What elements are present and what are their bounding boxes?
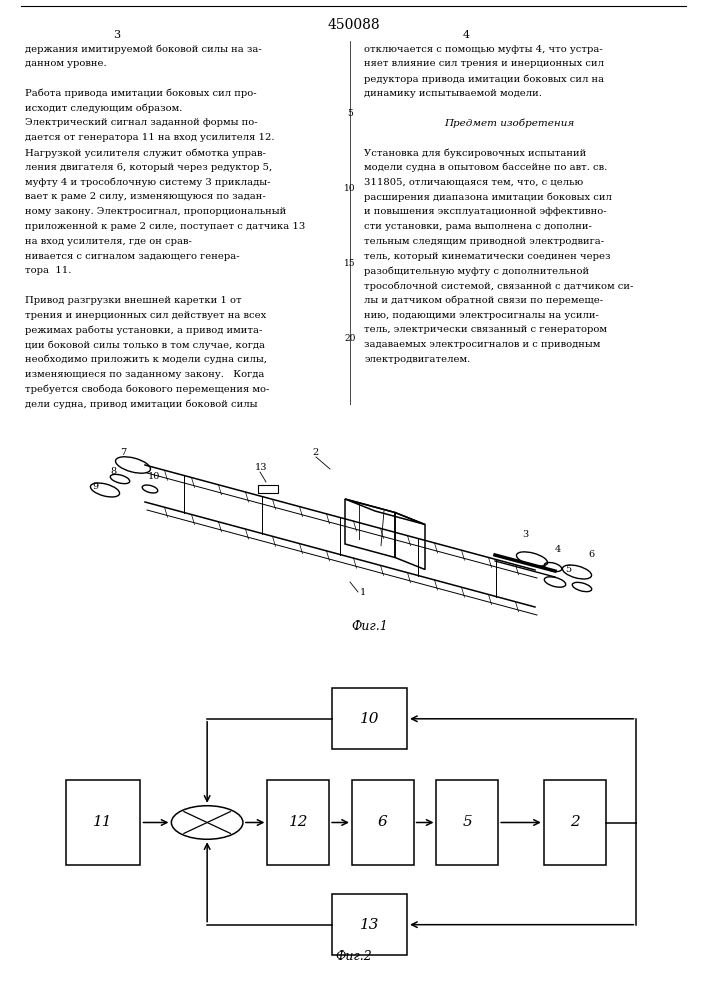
Text: 13: 13 <box>255 463 267 472</box>
Text: 3: 3 <box>113 30 120 40</box>
Text: вает к раме 2 силу, изменяющуюся по задан-: вает к раме 2 силу, изменяющуюся по зада… <box>25 192 267 201</box>
Text: 13: 13 <box>360 918 380 932</box>
Text: данном уровне.: данном уровне. <box>25 59 107 68</box>
Bar <box>267 780 329 865</box>
Bar <box>332 894 407 955</box>
Text: 7: 7 <box>120 448 127 457</box>
Text: 15: 15 <box>344 259 356 268</box>
Text: тора  11.: тора 11. <box>25 266 72 275</box>
Text: требуется свобода бокового перемещения мо-: требуется свобода бокового перемещения м… <box>25 385 270 394</box>
Text: расширения диапазона имитации боковых сил: расширения диапазона имитации боковых си… <box>364 192 612 202</box>
Text: 5: 5 <box>347 109 353 118</box>
Text: 5: 5 <box>462 816 472 830</box>
Text: задаваемых электросигналов и с приводным: задаваемых электросигналов и с приводным <box>364 340 600 349</box>
Text: приложенной к раме 2 силе, поступает с датчика 13: приложенной к раме 2 силе, поступает с д… <box>25 222 305 231</box>
Text: исходит следующим образом.: исходит следующим образом. <box>25 104 183 113</box>
Text: Фиг.2: Фиг.2 <box>335 950 372 963</box>
Text: 6: 6 <box>588 550 594 559</box>
Text: нивается с сигналом задающего генера-: нивается с сигналом задающего генера- <box>25 252 240 261</box>
Text: Предмет изобретения: Предмет изобретения <box>444 118 574 128</box>
Text: отключается с помощью муфты 4, что устра-: отключается с помощью муфты 4, что устра… <box>364 45 603 54</box>
Text: 10: 10 <box>148 472 160 481</box>
Text: 6: 6 <box>378 816 387 830</box>
Text: редуктора привода имитации боковых сил на: редуктора привода имитации боковых сил н… <box>364 74 604 84</box>
Text: на вход усилителя, где он срав-: на вход усилителя, где он срав- <box>25 237 192 246</box>
Bar <box>66 780 141 865</box>
Text: 12: 12 <box>288 816 308 830</box>
Text: нию, подающими электросигналы на усили-: нию, подающими электросигналы на усили- <box>364 311 599 320</box>
Text: и повышения эксплуатационной эффективно-: и повышения эксплуатационной эффективно- <box>364 207 607 216</box>
Text: 20: 20 <box>344 334 356 343</box>
Text: муфту 4 и трособлочную систему 3 приклады-: муфту 4 и трособлочную систему 3 приклад… <box>25 178 271 187</box>
Text: 311805, отличающаяся тем, что, с целью: 311805, отличающаяся тем, что, с целью <box>364 178 583 187</box>
Text: 3: 3 <box>522 530 528 539</box>
Text: 2: 2 <box>312 448 318 457</box>
Bar <box>436 780 498 865</box>
Text: 10: 10 <box>344 184 356 193</box>
Text: изменяющиеся по заданному закону.   Когда: изменяющиеся по заданному закону. Когда <box>25 370 265 379</box>
Text: Привод разгрузки внешней каретки 1 от: Привод разгрузки внешней каретки 1 от <box>25 296 242 305</box>
Text: 8: 8 <box>110 467 116 476</box>
Text: держания имитируемой боковой силы на за-: держания имитируемой боковой силы на за- <box>25 45 262 54</box>
Text: тельным следящим приводной электродвига-: тельным следящим приводной электродвига- <box>364 237 604 246</box>
Text: лы и датчиком обратной связи по перемеще-: лы и датчиком обратной связи по перемеще… <box>364 296 603 305</box>
Text: ному закону. Электросигнал, пропорциональный: ному закону. Электросигнал, пропорционал… <box>25 207 287 216</box>
Text: динамику испытываемой модели.: динамику испытываемой модели. <box>364 89 542 98</box>
Text: дели судна, привод имитации боковой силы: дели судна, привод имитации боковой силы <box>25 399 258 409</box>
Text: Установка для буксировочных испытаний: Установка для буксировочных испытаний <box>364 148 586 158</box>
Text: разобщительную муфту с дополнительной: разобщительную муфту с дополнительной <box>364 266 589 276</box>
Text: Работа привода имитации боковых сил про-: Работа привода имитации боковых сил про- <box>25 89 257 98</box>
Text: ции боковой силы только в том случае, когда: ции боковой силы только в том случае, ко… <box>25 340 265 350</box>
Bar <box>258 485 278 493</box>
Text: Электрический сигнал заданной формы по-: Электрический сигнал заданной формы по- <box>25 118 258 127</box>
Text: необходимо приложить к модели судна силы,: необходимо приложить к модели судна силы… <box>25 355 267 364</box>
Text: ления двигателя 6, который через редуктор 5,: ления двигателя 6, который через редукто… <box>25 163 273 172</box>
Text: 4: 4 <box>463 30 470 40</box>
Text: трособлочной системой, связанной с датчиком си-: трособлочной системой, связанной с датчи… <box>364 281 633 291</box>
Text: 450088: 450088 <box>327 18 380 32</box>
Bar <box>332 688 407 749</box>
Text: тель, электрически связанный с генератором: тель, электрически связанный с генератор… <box>364 325 607 334</box>
Text: 9: 9 <box>92 482 98 491</box>
Text: электродвигателем.: электродвигателем. <box>364 355 470 364</box>
Text: режимах работы установки, а привод имита-: режимах работы установки, а привод имита… <box>25 325 263 335</box>
Text: тель, который кинематически соединен через: тель, который кинематически соединен чер… <box>364 252 611 261</box>
Text: Фиг.1: Фиг.1 <box>351 620 388 633</box>
Text: 5: 5 <box>565 565 571 574</box>
Text: няет влияние сил трения и инерционных сил: няет влияние сил трения и инерционных си… <box>364 59 604 68</box>
Text: трения и инерционных сил действует на всех: трения и инерционных сил действует на вс… <box>25 311 267 320</box>
Bar <box>352 780 414 865</box>
Text: 4: 4 <box>555 545 561 554</box>
Text: дается от генератора 11 на вход усилителя 12.: дается от генератора 11 на вход усилител… <box>25 133 275 142</box>
Text: 10: 10 <box>360 712 380 726</box>
Text: модели судна в опытовом бассейне по авт. св.: модели судна в опытовом бассейне по авт.… <box>364 163 607 172</box>
Bar <box>544 780 605 865</box>
Text: Нагрузкой усилителя служит обмотка управ-: Нагрузкой усилителя служит обмотка управ… <box>25 148 267 158</box>
Text: 1: 1 <box>360 588 366 597</box>
Text: 11: 11 <box>93 816 113 830</box>
Text: 2: 2 <box>570 816 580 830</box>
Text: сти установки, рама выполнена с дополни-: сти установки, рама выполнена с дополни- <box>364 222 592 231</box>
